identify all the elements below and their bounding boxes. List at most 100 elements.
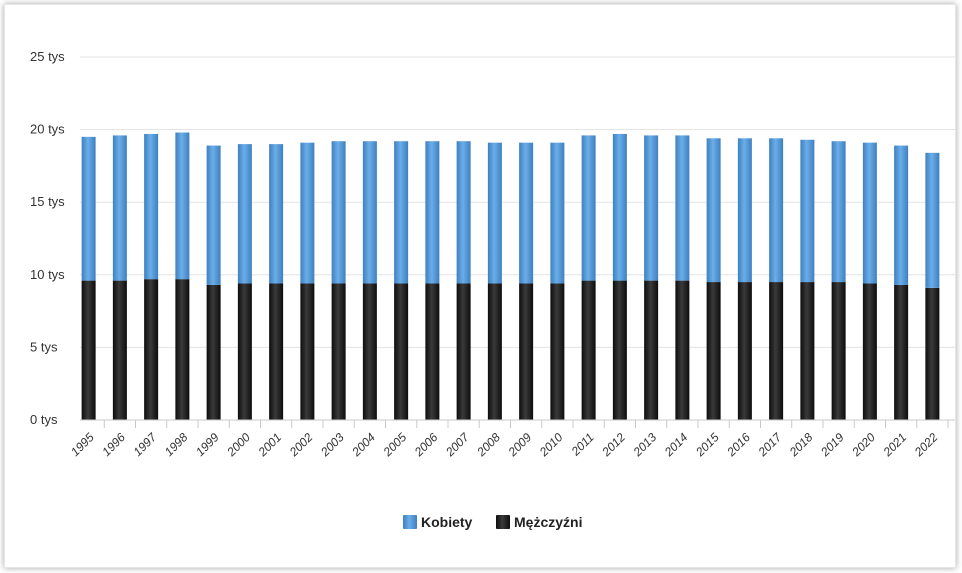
bar-mezczyzni-1999 <box>206 284 221 420</box>
bar-mezczyzni-2012 <box>612 280 627 420</box>
bar-mezczyzni-2010 <box>550 283 565 420</box>
x-tick-label: 2021 <box>880 430 909 459</box>
x-tick-label: 2018 <box>786 430 816 460</box>
x-tick-label: 2006 <box>411 430 441 460</box>
x-tick-label: 2003 <box>317 430 347 460</box>
y-tick-label: 15 tys <box>30 194 65 209</box>
bar-mezczyzni-1996 <box>112 280 127 420</box>
x-tick-label: 1996 <box>99 430 128 459</box>
bar-kobiety-2019 <box>831 141 846 283</box>
bar-kobiety-2012 <box>612 133 627 281</box>
x-axis-ticks: 1995 1996 1997 1998 1999 2000 2001 2002 2003 2004… <box>68 420 949 460</box>
bar-kobiety-2000 <box>237 144 252 284</box>
bar-mezczyzni-2017 <box>769 282 784 420</box>
legend-swatch-kobiety[interactable] <box>403 515 417 529</box>
x-tick-label: 2017 <box>755 429 785 459</box>
bar-kobiety-2014 <box>675 135 690 281</box>
bar-kobiety-2003 <box>331 141 346 284</box>
x-tick-label: 2002 <box>286 430 316 460</box>
x-tick-label: 1997 <box>130 429 160 459</box>
x-tick-label: 2013 <box>630 430 660 460</box>
bar-kobiety-2021 <box>894 145 909 285</box>
x-tick-label: 1999 <box>193 430 222 459</box>
x-tick-label: 2004 <box>349 430 379 460</box>
bar-mezczyzni-2020 <box>862 283 877 420</box>
legend-swatch-mezczyzni[interactable] <box>496 515 510 529</box>
bar-mezczyzni-2008 <box>487 283 502 420</box>
bar-kobiety-2022 <box>925 152 940 288</box>
bar-mezczyzni-1998 <box>175 279 190 420</box>
x-tick-label: 2010 <box>536 430 566 460</box>
bar-kobiety-2002 <box>300 142 315 284</box>
bar-mezczyzni-2016 <box>737 282 752 420</box>
bar-kobiety-1998 <box>175 132 190 280</box>
bar-mezczyzni-2001 <box>269 283 284 420</box>
bar-kobiety-2016 <box>737 138 752 283</box>
x-tick-label: 2014 <box>661 430 691 460</box>
bar-kobiety-2018 <box>800 139 815 283</box>
bar-kobiety-1995 <box>81 136 96 281</box>
legend-label-kobiety[interactable]: Kobiety <box>421 514 473 530</box>
legend: Kobiety Mężczyźni <box>403 514 582 530</box>
bar-mezczyzni-1995 <box>81 280 96 420</box>
x-tick-label: 2001 <box>255 430 284 459</box>
x-tick-label: 2020 <box>849 430 879 460</box>
bar-kobiety-2010 <box>550 142 565 284</box>
bars <box>81 132 940 420</box>
bar-mezczyzni-2022 <box>925 287 940 420</box>
x-tick-label: 2019 <box>817 430 847 460</box>
bar-mezczyzni-2009 <box>519 283 534 420</box>
x-tick-label: 1995 <box>68 430 97 459</box>
bar-mezczyzni-2015 <box>706 282 721 420</box>
x-tick-label: 2007 <box>442 429 472 459</box>
y-axis-ticks: 0 tys 5 tys 10 tys 15 tys 20 tys 25 tys <box>30 49 65 427</box>
x-tick-label: 2012 <box>599 430 629 460</box>
bar-mezczyzni-2013 <box>644 280 659 420</box>
chart-frame <box>4 4 956 568</box>
bar-mezczyzni-2011 <box>581 280 596 420</box>
bar-kobiety-2020 <box>862 142 877 284</box>
bar-kobiety-2004 <box>362 141 377 284</box>
x-tick-label: 2011 <box>568 430 597 459</box>
bar-mezczyzni-1997 <box>144 279 159 420</box>
bar-mezczyzni-2004 <box>362 283 377 420</box>
x-tick-label: 2000 <box>224 430 254 460</box>
bar-mezczyzni-2002 <box>300 283 315 420</box>
y-tick-label: 5 tys <box>30 339 58 354</box>
bar-mezczyzni-2007 <box>456 283 471 420</box>
x-tick-label: 2022 <box>911 430 941 460</box>
bar-mezczyzni-2014 <box>675 280 690 420</box>
bar-kobiety-2001 <box>269 144 284 284</box>
x-tick-label: 2008 <box>474 430 504 460</box>
bar-kobiety-2017 <box>769 138 784 283</box>
bar-kobiety-2009 <box>519 142 534 284</box>
bar-mezczyzni-2018 <box>800 282 815 420</box>
x-tick-label: 2009 <box>505 430 535 460</box>
bar-kobiety-1999 <box>206 145 221 285</box>
bar-mezczyzni-2021 <box>894 284 909 420</box>
y-tick-label: 20 tys <box>30 122 65 137</box>
bar-mezczyzni-2006 <box>425 283 440 420</box>
legend-label-mezczyzni[interactable]: Mężczyźni <box>514 514 582 530</box>
bar-kobiety-2015 <box>706 138 721 283</box>
x-tick-label: 2016 <box>724 430 754 460</box>
y-tick-label: 0 tys <box>30 412 58 427</box>
bar-kobiety-2013 <box>644 135 659 281</box>
x-tick-label: 2015 <box>692 430 722 460</box>
bar-mezczyzni-2019 <box>831 282 846 420</box>
bar-kobiety-2007 <box>456 141 471 284</box>
y-tick-label: 25 tys <box>30 49 65 64</box>
bar-kobiety-2008 <box>487 142 502 284</box>
y-tick-label: 10 tys <box>30 267 65 282</box>
bar-kobiety-2011 <box>581 135 596 281</box>
bar-kobiety-1996 <box>112 135 127 281</box>
bar-mezczyzni-2000 <box>237 283 252 420</box>
bar-kobiety-2005 <box>394 141 409 284</box>
bar-mezczyzni-2003 <box>331 283 346 420</box>
x-tick-label: 2005 <box>380 430 410 460</box>
x-tick-label: 1998 <box>162 430 191 459</box>
bar-kobiety-1997 <box>144 133 159 280</box>
bar-kobiety-2006 <box>425 141 440 284</box>
bar-mezczyzni-2005 <box>394 283 409 420</box>
